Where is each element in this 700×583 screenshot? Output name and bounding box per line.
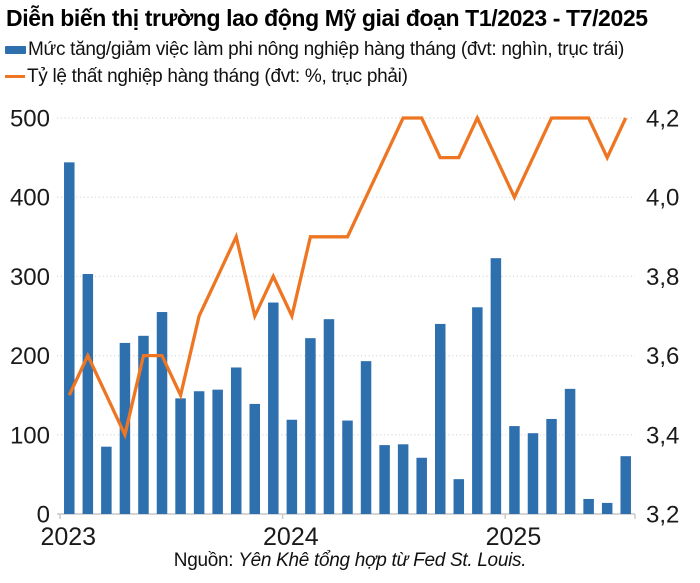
chart-title: Diễn biến thị trường lao động Mỹ giai đo…	[6, 5, 648, 31]
legend-item-payrolls: Mức tăng/giảm việc làm phi nông nghiệp h…	[5, 36, 699, 63]
bar-T2/2024	[305, 338, 316, 514]
legend-bar-swatch	[5, 45, 26, 54]
bar-T3/2024	[323, 319, 335, 514]
bar-T9/2023	[212, 389, 223, 514]
bar-T4/2024	[342, 420, 353, 514]
y-axis-label-left: 100	[10, 422, 50, 449]
legend-item-unemployment: Tỷ lệ thất nghiệp hàng tháng (đvt: %, tr…	[5, 63, 699, 90]
bar-T8/2024	[416, 457, 427, 514]
y-axis-label-left: 400	[10, 185, 50, 212]
y-axis-label-right: 4,2	[646, 106, 679, 133]
bar-T5/2023	[138, 335, 149, 514]
bar-T12/2023	[268, 302, 279, 514]
bar-T11/2024	[472, 307, 483, 514]
x-axis-year-label: 2025	[486, 523, 542, 551]
x-axis-year-label: 2024	[263, 523, 319, 551]
source-text: Yên Khê tổng hợp từ Fed St. Louis.	[238, 550, 527, 571]
y-axis-label-right: 3,6	[646, 343, 679, 370]
y-axis-label-left: 0	[37, 502, 50, 529]
bar-T1/2024	[286, 419, 298, 514]
bar-T6/2025	[601, 502, 613, 514]
bar-T7/2024	[397, 444, 409, 514]
bar-T1/2025	[509, 426, 520, 514]
bar-T7/2025	[620, 456, 631, 514]
bar-T2/2023	[82, 274, 94, 514]
bar-T3/2025	[546, 418, 557, 514]
bar-T5/2024	[360, 361, 372, 514]
legend: Mức tăng/giảm việc làm phi nông nghiệp h…	[5, 36, 699, 90]
bar-T5/2025	[583, 498, 594, 514]
legend-line-swatch	[5, 74, 25, 79]
source-prefix: Nguồn:	[173, 550, 239, 571]
bar-T12/2024	[490, 258, 502, 514]
bar-T11/2023	[249, 403, 261, 514]
y-axis-label-left: 500	[10, 106, 50, 133]
y-axis-label-right: 3,4	[646, 422, 679, 449]
legend-label-payrolls: Mức tăng/giảm việc làm phi nông nghiệp h…	[28, 38, 624, 60]
bar-T1/2023	[64, 162, 75, 515]
bar-T9/2024	[434, 323, 446, 514]
bar-T10/2024	[453, 479, 465, 514]
bar-T3/2023	[101, 446, 112, 514]
bar-T4/2025	[564, 388, 576, 514]
bar-T10/2023	[230, 367, 242, 514]
bar-T2/2025	[527, 433, 539, 514]
y-axis-label-left: 300	[10, 264, 50, 291]
bar-T7/2023	[175, 398, 186, 514]
y-axis-label-right: 3,2	[646, 502, 679, 529]
y-axis-label-right: 3,8	[646, 264, 679, 291]
x-axis-year-label: 2023	[40, 523, 96, 551]
bar-T8/2023	[193, 391, 205, 514]
unemployment-rate-line	[67, 114, 628, 440]
legend-label-unemployment: Tỷ lệ thất nghiệp hàng tháng (đvt: %, tr…	[27, 65, 408, 87]
bar-T6/2023	[156, 312, 168, 514]
y-axis-label-right: 4,0	[646, 185, 679, 212]
source-note: Nguồn: Yên Khê tổng hợp từ Fed St. Louis…	[0, 550, 700, 572]
y-axis-label-left: 200	[10, 343, 50, 370]
bar-T6/2024	[379, 445, 390, 514]
